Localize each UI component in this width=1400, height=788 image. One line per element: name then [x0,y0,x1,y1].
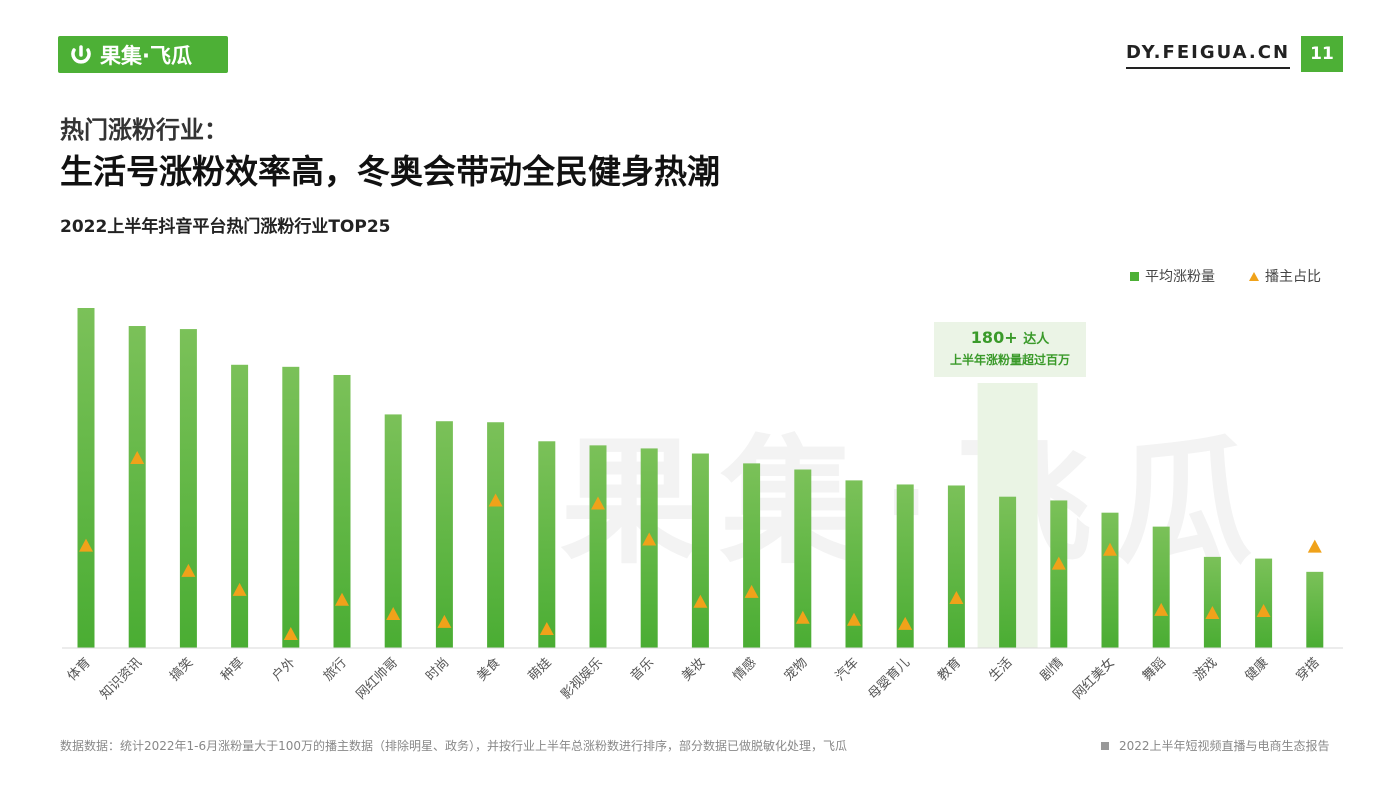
share-marker[interactable] [1256,603,1271,617]
x-tick-label: 种草 [218,655,247,684]
share-marker[interactable] [1307,539,1322,553]
report-title: 2022上半年短视频直播与电商生态报告 [1119,739,1330,753]
bar[interactable] [640,448,658,648]
bar[interactable] [947,485,965,648]
callout-number: 180+ [970,328,1018,347]
x-tick-label: 生活 [986,655,1015,684]
bar[interactable] [435,421,453,648]
site-url[interactable]: DY.FEIGUA.CN [1126,42,1291,69]
share-marker[interactable] [437,614,452,628]
x-tick-label: 体育 [64,655,94,685]
report-name: 2022上半年短视频直播与电商生态报告 [1101,737,1330,754]
report-square-icon [1101,741,1109,750]
x-tick-label: 萌娃 [526,655,555,684]
bar[interactable] [282,366,300,648]
x-tick-label: 时尚 [423,655,452,684]
callout-headline: 180+ 达人 [934,328,1086,347]
bar[interactable] [691,453,709,648]
bar[interactable] [1306,571,1324,648]
bar[interactable] [589,445,607,648]
highlight-callout: 180+ 达人 上半年涨粉量超过百万 [934,322,1086,377]
legend-triangle-icon [1249,271,1259,281]
bar[interactable] [743,463,761,648]
share-marker[interactable] [949,591,964,605]
share-marker[interactable] [539,621,554,635]
share-marker[interactable] [1051,556,1066,570]
legend-item-triangle: 播主占比 [1249,266,1321,286]
bar[interactable] [128,326,146,648]
bar[interactable] [999,496,1017,648]
share-marker[interactable] [1154,602,1169,616]
bar[interactable] [896,484,914,648]
share-marker[interactable] [232,582,247,596]
share-marker[interactable] [744,584,759,598]
share-marker[interactable] [335,592,349,606]
legend-label-triangle: 播主占比 [1265,269,1321,285]
legend-bar-swatch [1130,271,1139,281]
legend-label-bar: 平均涨粉量 [1145,269,1215,285]
bar[interactable] [1203,556,1221,648]
bar[interactable] [179,329,197,648]
x-tick-label: 健康 [1242,655,1272,685]
legend-item-bar: 平均涨粉量 [1130,266,1215,286]
share-marker[interactable] [130,450,145,464]
chart-legend: 平均涨粉量 播主占比 [1130,266,1321,286]
data-source-note: 数据数据：统计2022年1-6月涨粉量大于100万的播主数据（排除明星、政务），… [60,739,848,753]
logo-mark-icon [71,44,91,64]
x-tick-label: 户外 [269,655,299,685]
x-tick-label: 穿搭 [1293,655,1323,685]
x-tick-label: 搞笑 [167,655,197,685]
bar[interactable] [794,469,812,649]
logo-text: 果集·飞瓜 [100,43,192,68]
x-tick-label: 游戏 [1191,655,1220,684]
share-marker[interactable] [79,538,93,552]
callout-subtext: 上半年涨粉量超过百万 [949,353,1070,367]
x-tick-label: 音乐 [627,655,657,685]
share-marker[interactable] [181,563,196,577]
x-tick-label: 母婴育儿 [865,655,913,703]
share-marker[interactable] [795,610,810,624]
x-tick-label: 舞蹈 [1140,655,1169,684]
x-tick-label: 旅行 [321,655,350,684]
x-tick-label: 汽车 [832,655,862,685]
x-tick-label: 宠物 [781,655,811,685]
bar[interactable] [333,374,351,648]
x-tick-label: 网红帅哥 [353,655,401,703]
page-number: 11 [1301,36,1343,72]
bar[interactable] [1050,500,1068,648]
x-tick-label: 影视娱乐 [558,655,605,702]
bar[interactable] [538,441,556,648]
share-marker[interactable] [283,627,298,641]
share-marker[interactable] [898,616,913,630]
bar[interactable] [231,364,249,648]
x-tick-label: 美妆 [679,655,708,684]
bar[interactable] [1255,558,1273,648]
share-marker[interactable] [488,493,503,507]
x-tick-label: 教育 [935,655,965,685]
x-tick-label: 知识资讯 [97,655,145,703]
x-tick-label: 网红美女 [1070,655,1118,703]
x-tick-label: 美食 [474,655,504,685]
brand-logo: 果集·飞瓜 [58,36,228,73]
x-tick-label: 剧情 [1038,655,1067,684]
share-marker[interactable] [693,594,708,608]
share-marker[interactable] [386,607,401,620]
bar[interactable] [1152,526,1170,648]
bar[interactable] [77,308,95,648]
chart-title: 2022上半年抖音平台热门涨粉行业TOP25 [60,217,391,237]
x-tick-label: 情感 [730,655,760,685]
share-marker[interactable] [1205,605,1220,619]
share-marker[interactable] [1103,542,1117,556]
page-headline: 生活号涨粉效率高，冬奥会带动全民健身热潮 [60,152,720,191]
callout-unit: 达人 [1023,332,1050,347]
bar[interactable] [845,480,863,648]
bar[interactable] [1101,512,1119,648]
share-marker[interactable] [642,532,657,546]
bar[interactable] [384,414,402,648]
section-eyebrow: 热门涨粉行业： [60,116,228,144]
share-marker[interactable] [847,612,861,626]
share-marker[interactable] [591,496,605,510]
bar[interactable] [487,422,505,648]
